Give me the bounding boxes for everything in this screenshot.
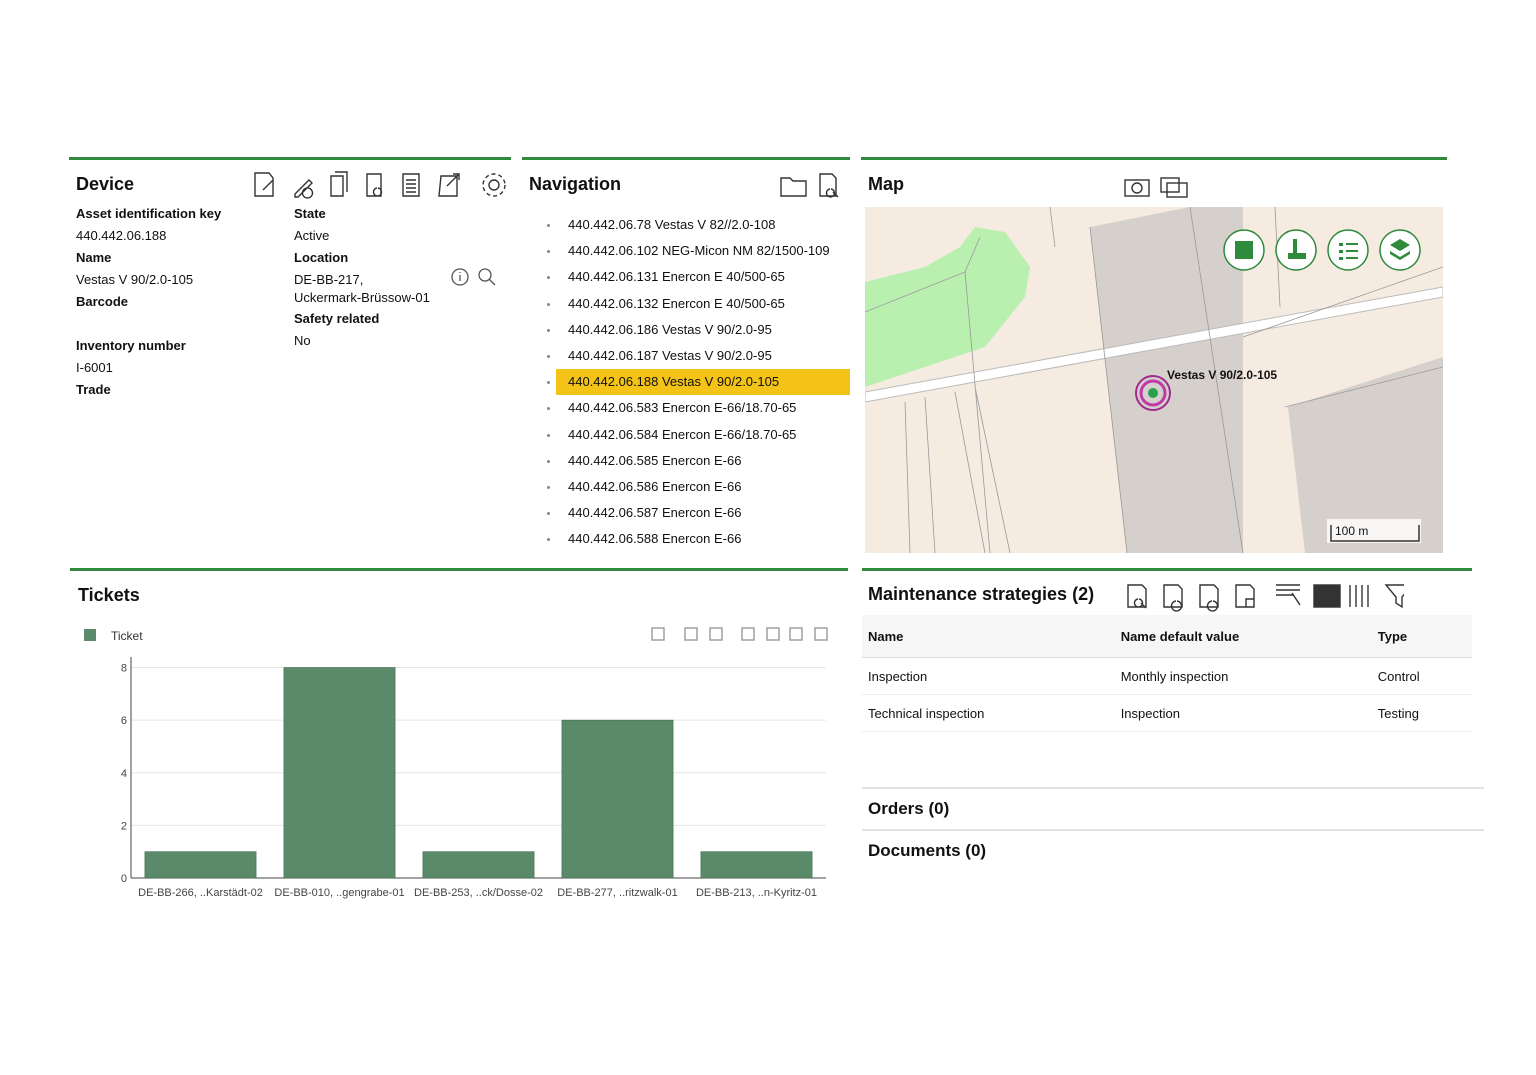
x-tick-label: DE-BB-010, ..gengrabe-01 <box>274 887 404 899</box>
y-tick-label: 2 <box>121 820 127 832</box>
navigation-item[interactable]: 440.442.06.583 Enercon E-66/18.70-65 <box>547 395 850 421</box>
bar <box>144 851 257 879</box>
legend-swatch <box>84 629 96 641</box>
navigation-item[interactable]: 440.442.06.584 Enercon E-66/18.70-65 <box>547 422 850 448</box>
field-label: Inventory number <box>76 338 186 353</box>
table-cell: Control <box>1371 657 1472 695</box>
panel-title: Tickets <box>78 585 140 605</box>
device-panel: Device Asset identification key 440.442.0… <box>69 157 511 560</box>
toolbar-icons[interactable] <box>778 170 848 200</box>
field-label: Name <box>76 250 112 265</box>
field-value: I-6001 <box>76 360 113 375</box>
navigation-item[interactable]: 440.442.06.587 Enercon E-66 <box>547 500 850 526</box>
documents-section[interactable]: Documents (0) <box>862 829 1484 871</box>
toolbar <box>251 170 511 205</box>
toolbar-icons[interactable] <box>1124 581 1404 613</box>
orders-section[interactable]: Orders (0) <box>862 787 1484 829</box>
field-value: 440.442.06.188 <box>76 228 167 243</box>
navigation-item[interactable]: 440.442.06.186 Vestas V 90/2.0-95 <box>547 317 850 343</box>
map-marker-label: Vestas V 90/2.0-105 <box>1167 368 1277 382</box>
x-tick-label: DE-BB-213, ..n-Kyritz-01 <box>696 887 817 899</box>
y-tick-label: 4 <box>121 768 127 780</box>
maintenance-table: Name Name default value Type Inspection Mon… <box>862 615 1472 732</box>
x-tick-label: DE-BB-277, ..ritzwalk-01 <box>557 887 677 899</box>
panel-title: Maintenance strategies (2) <box>868 584 1095 604</box>
column-header: Type <box>1371 615 1472 658</box>
field-value: DE-BB-217, Uckermark-Brüssow-01 <box>294 272 430 305</box>
navigation-item[interactable]: 440.442.06.102 NEG-Micon NM 82/1500-109 <box>547 238 850 264</box>
chart-modebar[interactable] <box>651 627 828 641</box>
toolbar-icons[interactable] <box>1123 174 1193 200</box>
location-actions[interactable] <box>451 266 501 288</box>
navigation-item[interactable]: 440.442.06.187 Vestas V 90/2.0-95 <box>547 343 850 369</box>
table-cell: Monthly inspection <box>1114 657 1372 695</box>
panel-title: Navigation <box>529 174 622 194</box>
map-panel: Map Vestas V 90/2.0-105 100 m <box>861 157 1447 560</box>
chart: 0 2 4 6 8 Ticket DE-BB-266, ..Karstädt-02 DE-BB… <box>84 627 828 899</box>
field-label: Asset identification key <box>76 206 222 221</box>
y-tick-label: 0 <box>121 873 127 885</box>
table-cell: Technical inspection <box>862 694 1115 732</box>
table-header: Name Name default value Type <box>862 615 1472 658</box>
maintenance-panel: Maintenance strategies (2) Name Name defa… <box>862 568 1484 871</box>
tickets-panel: Tickets 0 2 4 6 8 Ticket DE-BB-266, ..Karstädt… <box>70 568 848 911</box>
navigation-item[interactable]: 440.442.06.586 Enercon E-66 <box>547 474 850 500</box>
field-label: Location <box>294 250 349 265</box>
panel-title: Device <box>76 174 135 194</box>
toolbar-icons[interactable] <box>251 170 511 200</box>
navigation-item[interactable]: 440.442.06.131 Enercon E 40/500-65 <box>547 264 850 290</box>
navigation-item[interactable]: 440.442.06.588 Enercon E-66 <box>547 526 850 552</box>
y-tick-label: 8 <box>121 663 127 675</box>
bar <box>422 851 535 879</box>
table-row: Technical inspection Inspection Testing <box>862 694 1472 732</box>
field-label: Trade <box>76 382 111 397</box>
legend-label: Ticket <box>111 629 143 643</box>
map-view[interactable]: Vestas V 90/2.0-105 100 m <box>865 207 1443 553</box>
navigation-item[interactable]: 440.442.06.585 Enercon E-66 <box>547 448 850 474</box>
table-cell: Inspection <box>862 657 1115 695</box>
field-label: Barcode <box>76 294 129 309</box>
table-row: Inspection Monthly inspection Control <box>862 657 1472 695</box>
x-tick-label: DE-BB-253, ..ck/Dosse-02 <box>414 887 543 899</box>
column-header: Name default value <box>1114 615 1372 658</box>
navigation-list: 440.442.06.78 Vestas V 82//2.0-108 440.44… <box>546 212 850 552</box>
field-value: Active <box>294 228 330 243</box>
navigation-item[interactable]: 440.442.06.188 Vestas V 90/2.0-105 <box>547 369 850 396</box>
x-tick-label: DE-BB-266, ..Karstädt-02 <box>138 887 263 899</box>
field-value: No <box>294 333 311 348</box>
bar <box>283 667 396 879</box>
field-label: State <box>294 206 326 221</box>
bar <box>700 851 813 879</box>
field-label: Safety related <box>294 311 380 326</box>
navigation-item[interactable]: 440.442.06.78 Vestas V 82//2.0-108 <box>547 212 850 238</box>
navigation-item[interactable]: 440.442.06.132 Enercon E 40/500-65 <box>547 291 850 317</box>
column-header: Name <box>862 615 1115 658</box>
panel-title: Map <box>868 174 904 194</box>
table-cell: Inspection <box>1114 694 1372 732</box>
y-tick-label: 6 <box>121 715 127 727</box>
map-scale: 100 m <box>1335 524 1368 538</box>
field-value: Vestas V 90/2.0-105 <box>76 272 194 287</box>
bar <box>561 719 674 879</box>
table-cell: Testing <box>1371 694 1472 732</box>
navigation-panel: Navigation 440.442.06.78 Vestas V 82//2.… <box>522 157 850 560</box>
